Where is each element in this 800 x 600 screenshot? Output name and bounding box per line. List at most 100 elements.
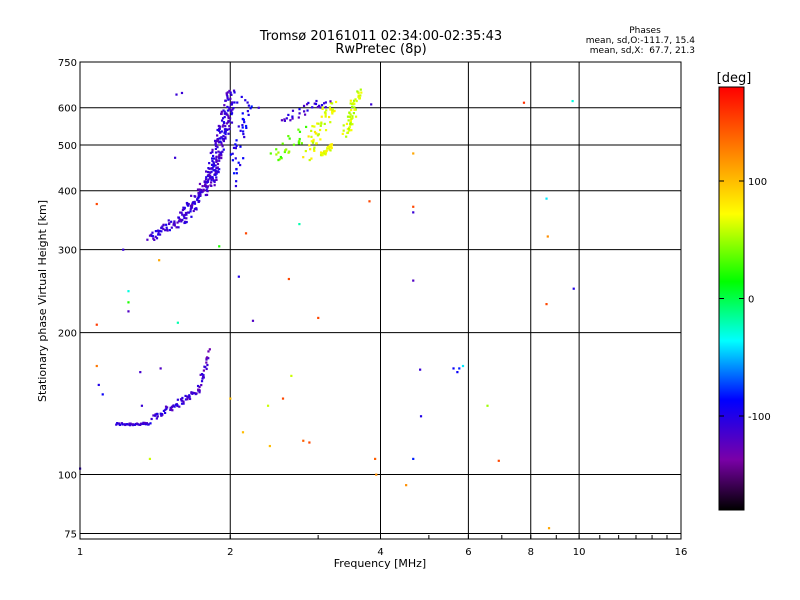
echo-point (230, 113, 233, 116)
echo-point (233, 91, 236, 94)
echo-point (347, 127, 351, 130)
echo-point (229, 91, 232, 94)
echo-point (242, 157, 245, 160)
echo-point (323, 102, 326, 105)
echo-point (246, 110, 249, 113)
echo-point (158, 259, 161, 262)
echo-point (205, 193, 209, 196)
echo-point (232, 172, 236, 175)
echo-point (284, 149, 287, 152)
echo-point (204, 180, 208, 184)
echo-point (234, 143, 237, 146)
echo-point (304, 125, 308, 129)
echo-point (297, 142, 300, 145)
echo-point (149, 422, 152, 425)
echo-point (203, 365, 206, 368)
echo-point (185, 217, 188, 220)
echo-point (246, 101, 249, 104)
echo-point (350, 108, 353, 112)
echo-point (185, 220, 188, 224)
echo-point (230, 103, 234, 106)
echo-point (95, 202, 98, 206)
echo-point (179, 398, 183, 401)
echo-point (193, 207, 196, 210)
echo-point (205, 367, 208, 371)
echo-point (195, 208, 198, 211)
echo-point (205, 176, 208, 179)
echo-point (182, 402, 185, 405)
echo-point (198, 199, 201, 203)
echo-point (324, 101, 327, 104)
echo-point (329, 149, 332, 152)
echo-point (179, 218, 183, 222)
echo-point (231, 108, 234, 111)
echo-point (214, 143, 217, 146)
echo-point (342, 124, 345, 127)
echo-point (127, 301, 130, 304)
echo-point (300, 142, 303, 145)
echo-point (359, 94, 362, 97)
echo-point (197, 194, 200, 197)
echo-point (318, 104, 321, 107)
echo-point (308, 158, 311, 162)
echo-point (279, 155, 282, 159)
echo-point (204, 178, 208, 181)
echo-point (235, 180, 238, 183)
echo-point (176, 221, 179, 224)
echo-point (101, 393, 104, 396)
echo-point (349, 122, 352, 125)
echo-point (205, 170, 208, 173)
echo-point (237, 275, 240, 278)
echo-point (324, 151, 327, 155)
echo-point (239, 163, 242, 167)
echo-point (130, 423, 133, 426)
echo-point (277, 151, 280, 154)
echo-point (244, 232, 248, 235)
echo-point (161, 225, 164, 228)
echo-point (211, 176, 214, 179)
echo-point (218, 125, 222, 128)
echo-point (275, 148, 278, 151)
echo-point (187, 211, 191, 214)
echo-point (310, 157, 313, 160)
echo-point (313, 125, 316, 128)
echo-point (242, 118, 245, 121)
echo-point (199, 373, 202, 376)
echo-point (306, 109, 309, 112)
echo-point (313, 149, 316, 152)
y-tick-label: 300 (58, 246, 77, 257)
echo-point (206, 186, 209, 189)
echo-point (326, 147, 329, 150)
echo-point (341, 132, 344, 135)
echo-point (228, 120, 231, 123)
echo-point (223, 131, 226, 134)
echo-point (225, 122, 228, 125)
echo-point (223, 112, 226, 115)
y-tick-label: 600 (58, 104, 77, 115)
echo-point (244, 124, 248, 128)
echo-point (351, 123, 354, 126)
echo-point (320, 122, 323, 125)
echo-point (196, 188, 200, 191)
echo-point (190, 215, 193, 218)
echo-point (202, 375, 205, 378)
echo-point (353, 108, 356, 111)
y-tick-label: 75 (64, 529, 77, 540)
data-points (79, 88, 575, 530)
echo-point (297, 116, 300, 119)
echo-point (324, 115, 327, 118)
echo-point (281, 142, 284, 145)
echo-point (176, 404, 179, 407)
echo-point (150, 417, 153, 421)
echo-point (185, 213, 188, 216)
echo-point (159, 412, 162, 415)
echo-point (307, 101, 310, 105)
echo-point (351, 115, 354, 118)
echo-point (235, 139, 238, 142)
echo-point (302, 156, 305, 159)
echo-point (184, 398, 188, 401)
echo-point (242, 130, 245, 133)
echo-point (231, 101, 234, 104)
echo-point (213, 180, 216, 184)
echo-point (218, 153, 221, 156)
